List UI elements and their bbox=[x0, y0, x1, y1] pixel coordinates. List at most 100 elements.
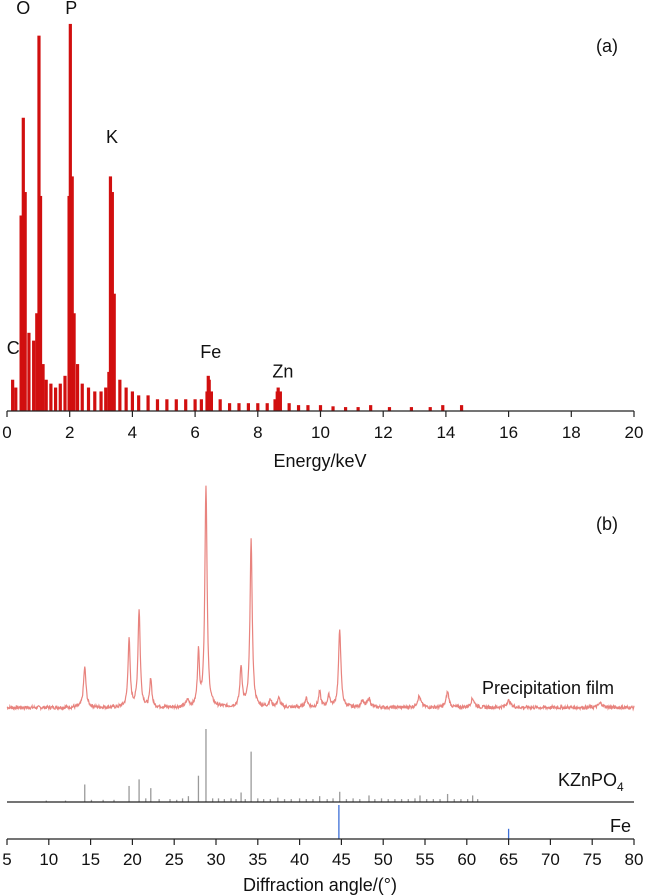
eds-bar bbox=[356, 407, 360, 411]
eds-bar bbox=[318, 405, 323, 411]
eds-tick-label: 4 bbox=[128, 423, 137, 442]
eds-bar bbox=[409, 407, 414, 411]
eds-bar bbox=[276, 387, 280, 411]
eds-bar bbox=[174, 399, 178, 411]
eds-tick-label: 0 bbox=[2, 423, 11, 442]
kznpo4-label: KZnPO4 bbox=[558, 770, 624, 794]
xrd-x-axis-title: Diffraction angle/(°) bbox=[243, 875, 397, 895]
eds-bar bbox=[21, 117, 25, 411]
eds-bar bbox=[53, 387, 58, 411]
eds-bar bbox=[108, 176, 113, 411]
panel-a-label: (a) bbox=[596, 36, 618, 56]
eds-bar bbox=[104, 387, 108, 411]
eds-bar bbox=[428, 407, 432, 411]
xrd-tick-label: 55 bbox=[416, 850, 435, 869]
eds-bar bbox=[184, 399, 188, 411]
eds-bar bbox=[441, 405, 445, 411]
eds-bar bbox=[343, 407, 348, 411]
eds-bar bbox=[27, 332, 31, 411]
eds-tick-label: 18 bbox=[562, 423, 581, 442]
eds-bar bbox=[207, 379, 211, 411]
eds-bar bbox=[19, 215, 23, 411]
eds-tick-label: 8 bbox=[253, 423, 262, 442]
kznpo4-label-main: KZnPO bbox=[558, 770, 617, 790]
eds-tick-label: 6 bbox=[190, 423, 199, 442]
xrd-tick-label: 75 bbox=[583, 850, 602, 869]
eds-bar bbox=[68, 23, 72, 411]
eds-bar bbox=[193, 399, 197, 411]
eds-bar bbox=[273, 399, 277, 411]
eds-bar bbox=[199, 399, 203, 411]
eds-bar bbox=[93, 391, 97, 411]
eds-bar bbox=[387, 407, 392, 411]
eds-bar bbox=[146, 395, 150, 411]
eds-bar bbox=[110, 192, 114, 411]
eds-bar bbox=[38, 195, 43, 411]
xrd-tick-label: 80 bbox=[625, 850, 644, 869]
eds-bar bbox=[256, 403, 260, 411]
eds-bar bbox=[165, 399, 169, 411]
eds-bar bbox=[287, 403, 291, 411]
xrd-tick-label: 15 bbox=[81, 850, 100, 869]
xrd-tick-label: 70 bbox=[541, 850, 560, 869]
eds-bar bbox=[49, 383, 53, 411]
element-label-c: C bbox=[7, 338, 20, 358]
element-label-p: P bbox=[65, 0, 77, 18]
xrd-x-ticks: 5 10 15 20 25 30 35 40 45 50 55 60 65 70 75 80 bbox=[2, 839, 643, 869]
element-label-zn: Zn bbox=[272, 362, 293, 382]
eds-bar bbox=[155, 399, 160, 411]
eds-bar bbox=[265, 403, 269, 411]
precipitation-film-label: Precipitation film bbox=[482, 678, 614, 698]
eds-tick-label: 10 bbox=[311, 423, 330, 442]
xrd-tick-label: 20 bbox=[123, 850, 142, 869]
eds-bar bbox=[99, 391, 103, 411]
eds-bar bbox=[459, 405, 464, 411]
eds-tick-label: 16 bbox=[499, 423, 518, 442]
xrd-tick-label: 40 bbox=[290, 850, 309, 869]
xrd-tick-label: 45 bbox=[332, 850, 351, 869]
eds-bar bbox=[331, 406, 335, 411]
eds-bars bbox=[11, 23, 464, 411]
eds-bar bbox=[209, 391, 213, 411]
panel-b-label: (b) bbox=[596, 514, 618, 534]
eds-bar bbox=[246, 403, 250, 411]
fe-label: Fe bbox=[610, 816, 631, 836]
xrd-tick-label: 30 bbox=[207, 850, 226, 869]
xrd-tick-label: 60 bbox=[457, 850, 476, 869]
eds-tick-label: 2 bbox=[65, 423, 74, 442]
eds-bar bbox=[14, 387, 18, 411]
eds-bar bbox=[75, 364, 80, 411]
eds-bar bbox=[70, 176, 74, 411]
element-label-o: O bbox=[16, 0, 30, 18]
precipitation-film-curve bbox=[6, 485, 635, 712]
xrd-tick-label: 5 bbox=[2, 850, 11, 869]
xrd-tick-label: 50 bbox=[374, 850, 393, 869]
eds-bar bbox=[237, 403, 241, 411]
eds-x-ticks: 0 2 4 6 8 10 12 14 16 18 20 bbox=[2, 411, 643, 442]
eds-bar bbox=[41, 364, 45, 411]
eds-element-labels: C O P K Fe Zn bbox=[7, 0, 294, 382]
eds-bar bbox=[118, 379, 122, 411]
eds-bar bbox=[44, 379, 48, 411]
xrd-tick-label: 65 bbox=[499, 850, 518, 869]
eds-bar bbox=[306, 405, 310, 411]
element-label-fe: Fe bbox=[200, 342, 221, 362]
eds-bar bbox=[11, 379, 15, 411]
kznpo4-reference-sticks bbox=[45, 729, 479, 802]
xrd-tick-label: 10 bbox=[39, 850, 58, 869]
eds-tick-label: 12 bbox=[374, 423, 393, 442]
eds-bar bbox=[369, 405, 373, 411]
fe-reference-sticks bbox=[338, 805, 510, 839]
eds-bar bbox=[124, 387, 128, 411]
xrd-tick-label: 35 bbox=[248, 850, 267, 869]
eds-bar bbox=[112, 293, 116, 411]
eds-bar bbox=[23, 192, 27, 411]
eds-bar bbox=[86, 387, 91, 411]
eds-tick-label: 20 bbox=[625, 423, 644, 442]
eds-bar bbox=[58, 383, 62, 411]
eds-bar bbox=[32, 340, 36, 411]
xrd-tick-label: 25 bbox=[165, 850, 184, 869]
kznpo4-label-subscript: 4 bbox=[617, 780, 624, 794]
xrd-pattern-panel: (b) Precipitation film KZnPO4 Fe 5 10 15 20… bbox=[2, 485, 643, 895]
